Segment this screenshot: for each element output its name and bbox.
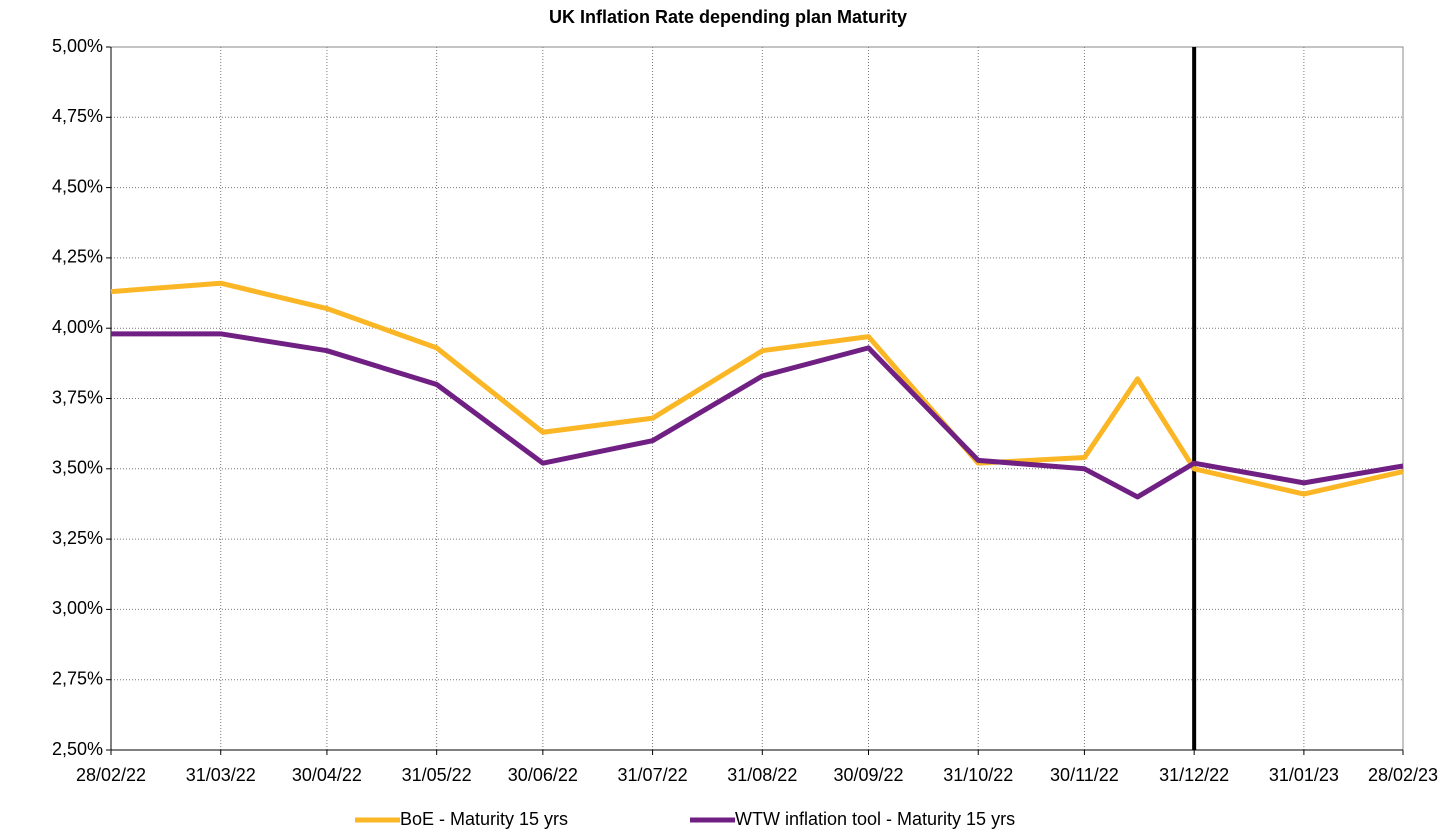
y-tick-label: 2,50% xyxy=(52,739,103,759)
x-tick-label: 31/08/22 xyxy=(727,765,797,785)
x-tick-label: 30/09/22 xyxy=(833,765,903,785)
x-tick-label: 30/06/22 xyxy=(508,765,578,785)
y-tick-label: 3,50% xyxy=(52,458,103,478)
x-tick-label: 31/07/22 xyxy=(618,765,688,785)
y-tick-label: 3,25% xyxy=(52,528,103,548)
y-tick-label: 3,00% xyxy=(52,598,103,618)
y-tick-label: 5,00% xyxy=(52,36,103,56)
y-tick-label: 4,50% xyxy=(52,176,103,196)
x-tick-label: 28/02/23 xyxy=(1368,765,1438,785)
x-tick-label: 28/02/22 xyxy=(76,765,146,785)
x-tick-label: 31/10/22 xyxy=(943,765,1013,785)
y-tick-label: 4,00% xyxy=(52,317,103,337)
series-line xyxy=(110,280,1404,497)
x-tick-label: 31/01/23 xyxy=(1269,765,1339,785)
legend-label: BoE - Maturity 15 yrs xyxy=(400,809,568,829)
y-tick-label: 3,75% xyxy=(52,387,103,407)
y-tick-label: 4,25% xyxy=(52,247,103,267)
legend-label: WTW inflation tool - Maturity 15 yrs xyxy=(735,809,1015,829)
x-tick-label: 31/12/22 xyxy=(1159,765,1229,785)
y-tick-label: 2,75% xyxy=(52,668,103,688)
chart-title: UK Inflation Rate depending plan Maturit… xyxy=(549,7,907,27)
y-tick-label: 4,75% xyxy=(52,106,103,126)
x-tick-label: 30/11/22 xyxy=(1050,765,1119,785)
x-tick-label: 31/03/22 xyxy=(186,765,256,785)
x-tick-label: 30/04/22 xyxy=(292,765,362,785)
x-tick-label: 31/05/22 xyxy=(402,765,472,785)
series-line xyxy=(111,331,1404,500)
